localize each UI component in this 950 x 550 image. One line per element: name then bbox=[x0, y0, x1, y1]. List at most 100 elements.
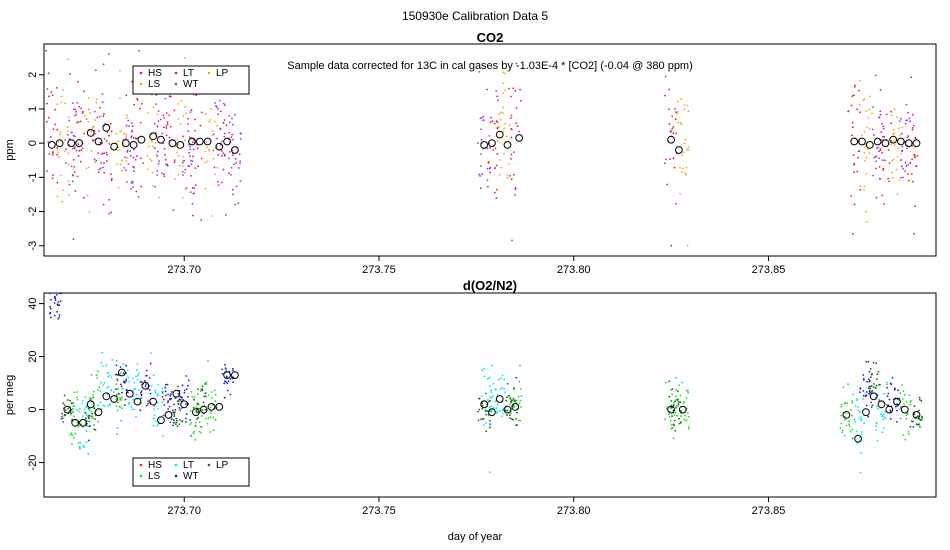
data-point bbox=[217, 184, 220, 187]
data-point bbox=[875, 155, 877, 158]
data-point bbox=[489, 423, 491, 425]
data-point bbox=[65, 409, 67, 411]
data-point bbox=[116, 401, 119, 404]
data-point bbox=[854, 84, 856, 87]
data-point bbox=[895, 116, 898, 119]
data-point bbox=[98, 386, 101, 389]
data-point bbox=[55, 294, 58, 296]
data-point bbox=[875, 421, 878, 424]
data-point bbox=[883, 393, 885, 395]
data-point bbox=[78, 105, 81, 108]
mean-marker bbox=[678, 405, 687, 414]
data-point bbox=[157, 393, 159, 395]
legend-label: LS bbox=[148, 79, 161, 90]
data-point bbox=[115, 388, 118, 391]
data-point bbox=[516, 411, 518, 414]
data-point bbox=[116, 393, 119, 396]
data-point bbox=[167, 408, 170, 410]
data-point bbox=[858, 436, 861, 439]
data-point bbox=[197, 411, 199, 414]
data-point bbox=[674, 118, 677, 121]
data-point bbox=[85, 441, 88, 443]
data-point bbox=[81, 402, 83, 405]
data-point bbox=[94, 161, 96, 164]
data-point bbox=[158, 196, 161, 199]
data-point bbox=[104, 405, 106, 407]
data-point bbox=[193, 396, 196, 398]
data-point bbox=[153, 405, 156, 407]
data-point bbox=[185, 375, 188, 377]
data-point bbox=[477, 419, 480, 422]
data-point bbox=[499, 387, 502, 390]
data-point bbox=[680, 98, 683, 101]
data-point bbox=[120, 419, 123, 422]
data-point bbox=[125, 135, 127, 138]
data-point bbox=[222, 168, 225, 171]
data-point bbox=[88, 409, 91, 411]
data-point bbox=[85, 430, 88, 433]
data-point bbox=[72, 147, 74, 150]
data-point bbox=[893, 144, 896, 146]
data-point bbox=[890, 114, 893, 117]
data-point bbox=[130, 187, 133, 190]
data-point bbox=[190, 175, 192, 177]
data-point bbox=[201, 385, 204, 388]
data-point bbox=[864, 146, 867, 149]
data-point bbox=[88, 420, 91, 423]
data-point bbox=[496, 126, 499, 129]
data-point bbox=[222, 152, 225, 155]
data-point bbox=[904, 438, 907, 441]
data-point bbox=[875, 384, 878, 387]
data-point bbox=[199, 124, 202, 127]
data-point bbox=[125, 160, 128, 163]
data-point bbox=[478, 397, 481, 400]
data-point bbox=[873, 134, 875, 137]
data-point bbox=[517, 419, 520, 422]
data-point bbox=[876, 373, 879, 376]
data-point bbox=[183, 159, 186, 162]
data-point bbox=[60, 101, 62, 104]
data-point bbox=[882, 127, 885, 130]
data-point bbox=[672, 157, 675, 160]
data-point bbox=[157, 423, 160, 425]
data-point bbox=[232, 193, 235, 196]
data-point bbox=[101, 365, 104, 367]
data-point bbox=[232, 369, 234, 372]
data-point bbox=[163, 147, 166, 150]
data-point bbox=[684, 414, 686, 417]
data-point bbox=[107, 405, 109, 407]
data-point bbox=[81, 112, 84, 115]
data-point bbox=[503, 152, 505, 155]
data-point bbox=[677, 403, 680, 406]
data-point bbox=[904, 161, 907, 164]
data-point bbox=[672, 132, 675, 135]
data-point bbox=[511, 399, 513, 402]
co2-xticks: 273.70 273.75 273.80 273.85 bbox=[167, 256, 785, 276]
data-point bbox=[177, 173, 180, 176]
data-point bbox=[488, 471, 491, 474]
data-point bbox=[74, 135, 76, 138]
data-point bbox=[499, 118, 502, 121]
legend-swatch bbox=[139, 82, 143, 86]
data-point bbox=[846, 402, 848, 405]
data-point bbox=[157, 162, 160, 165]
data-point bbox=[209, 416, 212, 419]
data-point bbox=[102, 166, 104, 169]
data-point bbox=[102, 404, 105, 407]
data-point bbox=[174, 397, 177, 399]
mean-marker bbox=[850, 137, 859, 146]
legend-label: HS bbox=[148, 460, 162, 471]
data-point bbox=[47, 141, 50, 143]
data-point bbox=[200, 157, 203, 160]
data-point bbox=[211, 134, 214, 137]
data-point bbox=[49, 311, 52, 314]
data-point bbox=[513, 400, 516, 402]
data-point bbox=[182, 135, 185, 138]
data-point bbox=[869, 391, 871, 394]
data-point bbox=[851, 414, 853, 417]
data-point bbox=[677, 401, 680, 403]
data-point bbox=[173, 159, 176, 162]
data-point bbox=[66, 126, 69, 129]
data-point bbox=[879, 89, 882, 91]
data-point bbox=[509, 412, 512, 415]
